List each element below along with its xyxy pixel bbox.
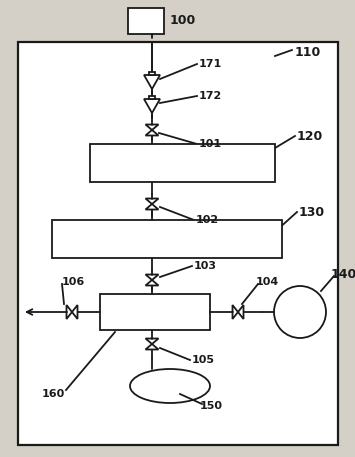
Polygon shape [144, 75, 160, 89]
FancyBboxPatch shape [100, 294, 210, 330]
Text: 150: 150 [200, 401, 223, 411]
Text: 160: 160 [42, 389, 65, 399]
Text: 172: 172 [199, 91, 222, 101]
FancyBboxPatch shape [90, 144, 275, 182]
FancyBboxPatch shape [18, 42, 338, 445]
Text: 120: 120 [297, 129, 323, 143]
Text: 105: 105 [192, 355, 215, 365]
Text: 106: 106 [62, 277, 85, 287]
Polygon shape [144, 99, 160, 113]
Text: 101: 101 [199, 139, 222, 149]
Text: 100: 100 [170, 15, 196, 27]
Text: 103: 103 [194, 261, 217, 271]
Text: 130: 130 [299, 206, 325, 218]
Text: 104: 104 [256, 277, 279, 287]
Text: 102: 102 [196, 215, 219, 225]
FancyBboxPatch shape [128, 8, 164, 34]
FancyBboxPatch shape [149, 96, 155, 99]
Text: 140: 140 [331, 267, 355, 281]
Text: 110: 110 [295, 46, 321, 58]
Text: 171: 171 [199, 59, 222, 69]
FancyBboxPatch shape [52, 220, 282, 258]
FancyBboxPatch shape [149, 72, 155, 75]
